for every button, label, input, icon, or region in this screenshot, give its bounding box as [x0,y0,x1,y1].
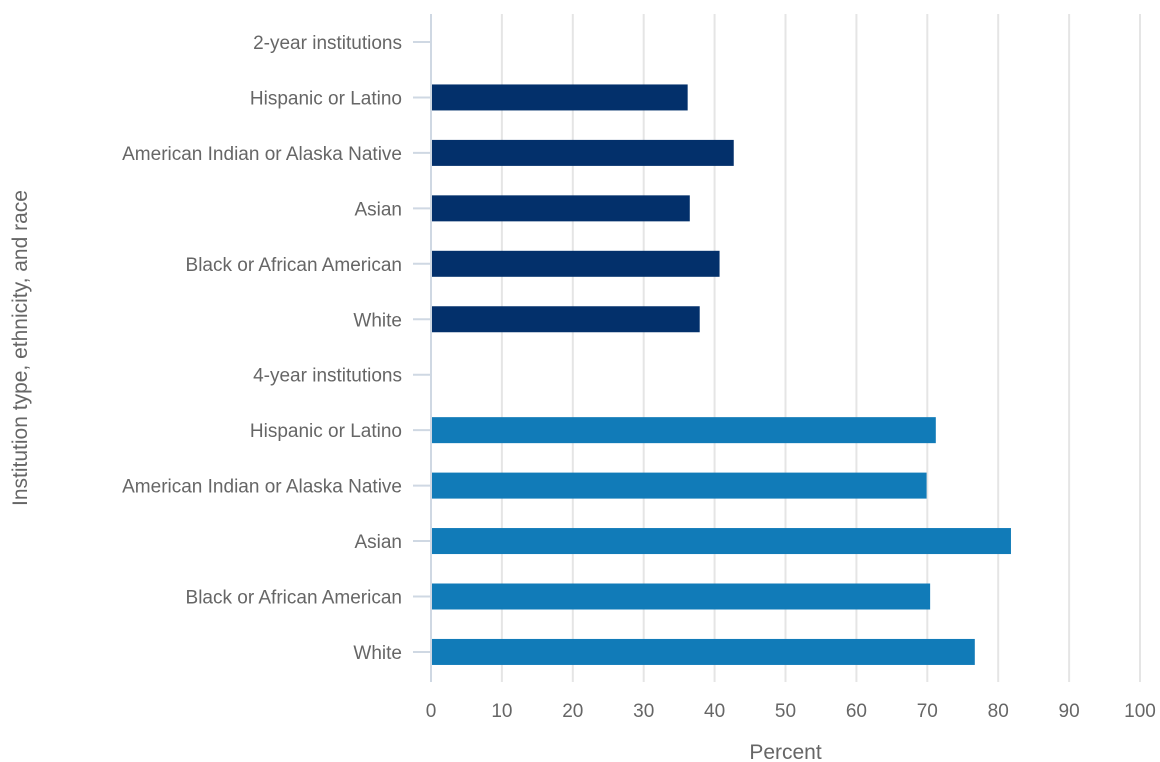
x-tick-label-60: 60 [846,701,867,722]
x-tick-label-90: 90 [1059,701,1080,722]
x-tick-label-40: 40 [704,701,725,722]
x-tick-label-0: 0 [426,701,437,722]
bar-4-year-black-or-african-american [432,583,931,610]
bar-2-year-asian [432,195,690,222]
y-tick-label: Hispanic or Latino [250,88,402,109]
y-tick-label: White [353,310,402,331]
x-axis: 0 10 20 30 40 50 60 70 80 90 100 [426,701,1156,722]
x-tick-label-50: 50 [775,701,796,722]
bar-4-year-white [432,638,975,665]
x-tick-label-30: 30 [633,701,654,722]
y-tick-label: Hispanic or Latino [250,421,402,442]
bar-2-year-black-or-african-american [432,250,720,277]
y-tick-label: 4-year institutions [253,366,402,387]
bar-2-year-american-indian-or-alaska-native [432,139,734,166]
bar-2-year-white [432,306,700,333]
y-tick-label: Asian [354,532,402,553]
bar-4-year-hispanic-or-latino [432,417,936,444]
bar-4-year-american-indian-or-alaska-native [432,472,927,499]
x-tick-label-100: 100 [1124,701,1156,722]
bar-4-year-asian [432,528,1011,555]
bar-2-year-hispanic-or-latino [432,84,688,111]
x-tick-label-80: 80 [988,701,1009,722]
grid-lines [500,14,1141,682]
y-axis: 2-year institutions Hispanic or Latino Ame… [122,14,432,682]
y-tick-label: Asian [354,199,402,220]
x-axis-label: Percent [749,741,822,762]
y-tick-label: 2-year institutions [253,33,402,54]
x-tick-label-10: 10 [491,701,512,722]
y-tick-label: White [353,643,402,664]
y-axis-label: Institution type, ethnicity, and race [9,190,32,506]
y-tick-label: American Indian or Alaska Native [122,144,402,165]
y-tick-label: Black or African American [186,255,402,276]
y-tick-label: American Indian or Alaska Native [122,477,402,498]
y-tick-label: Black or African American [186,588,402,609]
x-tick-label-20: 20 [562,701,583,722]
x-tick-label-70: 70 [917,701,938,722]
bars [432,84,1011,665]
